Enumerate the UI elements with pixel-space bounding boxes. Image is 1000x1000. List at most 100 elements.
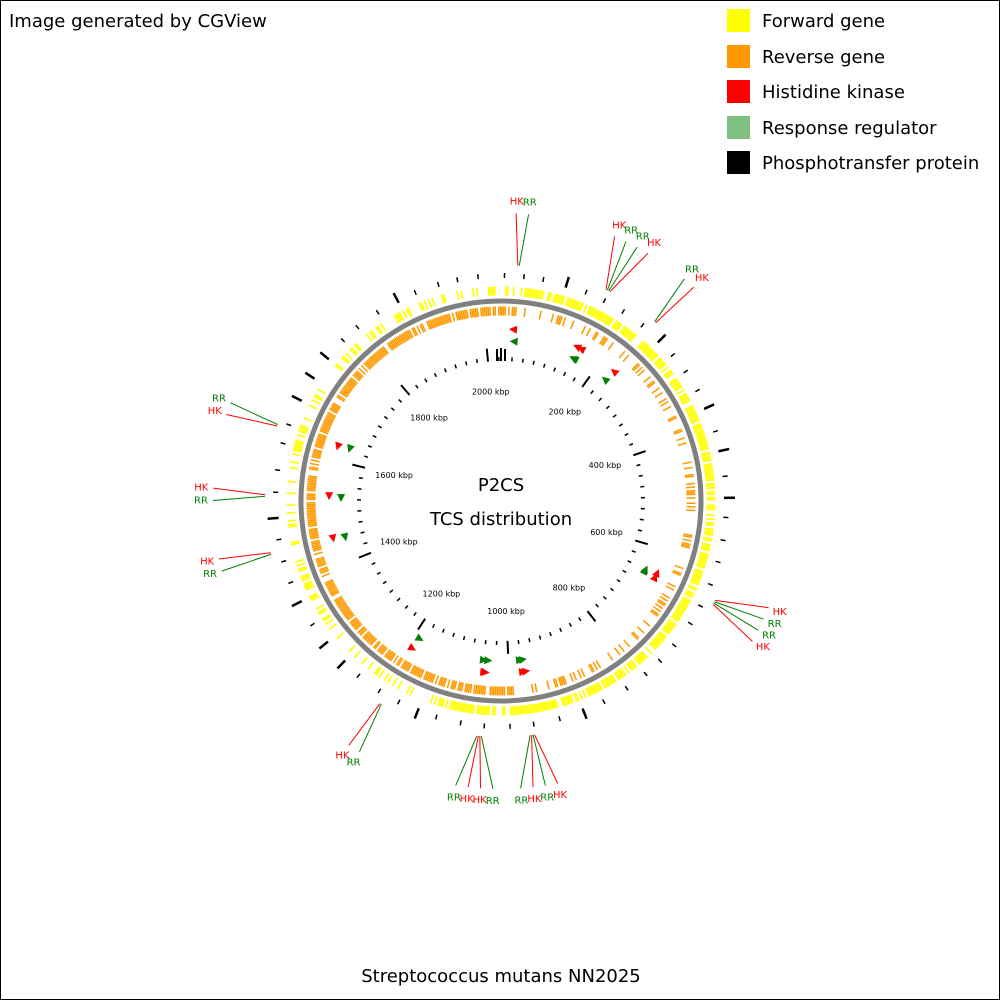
reverse-gene (372, 353, 380, 362)
reverse-gene (595, 659, 602, 669)
forward-gene (620, 326, 628, 335)
rr-callout-line (713, 602, 759, 631)
reverse-gene (379, 348, 387, 357)
phosphotransfer-mark (532, 721, 535, 727)
forward-gene (305, 585, 315, 591)
scale-major-tick (635, 539, 649, 546)
reverse-gene (354, 623, 363, 631)
forward-gene (644, 646, 653, 655)
phosphotransfer-mark (602, 699, 606, 705)
scale-minor-tick (363, 455, 369, 459)
forward-gene (564, 297, 570, 307)
forward-gene (652, 638, 661, 646)
forward-gene (309, 594, 319, 600)
rr-callout-line (608, 246, 638, 292)
reverse-gene (333, 595, 343, 602)
rr-label: RR (203, 569, 217, 580)
forward-gene (596, 311, 603, 320)
hk-marker (610, 368, 620, 377)
reverse-gene (431, 674, 436, 684)
forward-gene (634, 655, 643, 664)
scale-minor-tick (464, 361, 468, 366)
phosphotransfer-mark (712, 429, 719, 433)
forward-gene (368, 331, 376, 340)
scale-minor-tick (372, 434, 377, 439)
reverse-gene (316, 436, 326, 441)
forward-gene (361, 656, 369, 665)
forward-gene (378, 669, 385, 678)
forward-gene (593, 309, 599, 319)
reverse-gene (337, 394, 346, 401)
forward-gene (638, 341, 646, 350)
reverse-gene (580, 325, 587, 335)
forward-gene (691, 575, 701, 581)
forward-gene (674, 385, 683, 392)
forward-gene (597, 681, 603, 691)
reverse-gene (432, 318, 438, 328)
forward-gene (297, 565, 307, 571)
phosphotransfer-mark (707, 582, 714, 587)
forward-gene (606, 316, 613, 326)
reverse-gene (344, 384, 353, 391)
forward-gene (679, 601, 689, 608)
scale-minor-tick (627, 560, 632, 564)
phosphotransfer-mark (602, 298, 607, 304)
hk-marker (573, 344, 583, 352)
phosphotransfer-mark (697, 604, 704, 608)
reverse-gene (434, 675, 440, 685)
phosphotransfer-mark (267, 516, 279, 520)
reverse-gene (646, 380, 655, 387)
forward-gene (349, 348, 357, 356)
reverse-gene (673, 430, 683, 435)
reverse-gene (412, 326, 419, 336)
rr-label: RR (212, 394, 226, 405)
forward-gene (618, 668, 625, 678)
scale-minor-tick (609, 587, 615, 592)
reverse-gene (429, 319, 435, 329)
forward-gene (602, 679, 609, 688)
rr-callout-line (221, 553, 272, 572)
forward-gene (616, 323, 623, 332)
forward-gene (437, 697, 442, 707)
forward-gene (314, 393, 324, 400)
reverse-gene (322, 423, 332, 429)
forward-gene (313, 395, 323, 402)
scale-minor-tick (377, 425, 382, 429)
reverse-gene (340, 605, 349, 613)
reverse-gene (606, 652, 614, 661)
legend-label: Histidine kinase (762, 82, 905, 103)
scale-minor-tick (433, 372, 438, 378)
forward-gene (693, 424, 703, 430)
forward-gene (398, 311, 405, 321)
reverse-gene (408, 329, 414, 339)
forward-gene (568, 298, 574, 308)
forward-gene (657, 361, 666, 369)
reverse-gene (380, 347, 388, 356)
forward-gene (655, 635, 664, 643)
scale-label: 1600 kbp (375, 471, 413, 480)
rr-marker (340, 532, 349, 542)
forward-gene (693, 571, 703, 577)
forward-gene (685, 591, 694, 597)
forward-gene (396, 680, 403, 690)
forward-gene (418, 302, 424, 312)
forward-gene (601, 313, 608, 323)
scale-major-tick (632, 450, 646, 457)
rr-label: RR (762, 631, 776, 642)
forward-gene (604, 315, 611, 325)
hk-marker (518, 668, 527, 677)
forward-gene (637, 653, 646, 662)
forward-gene (639, 343, 648, 351)
forward-gene (630, 659, 638, 668)
forward-gene (401, 309, 408, 319)
rr-label: RR (523, 197, 537, 208)
scale-minor-tick (441, 628, 445, 633)
forward-gene (673, 611, 683, 618)
phosphotransfer-mark (280, 442, 286, 445)
forward-gene (639, 651, 647, 660)
forward-gene (572, 692, 578, 702)
reverse-gene (354, 371, 363, 379)
reverse-gene (383, 649, 391, 658)
hk-callout-line (531, 734, 534, 788)
forward-gene (611, 320, 618, 329)
